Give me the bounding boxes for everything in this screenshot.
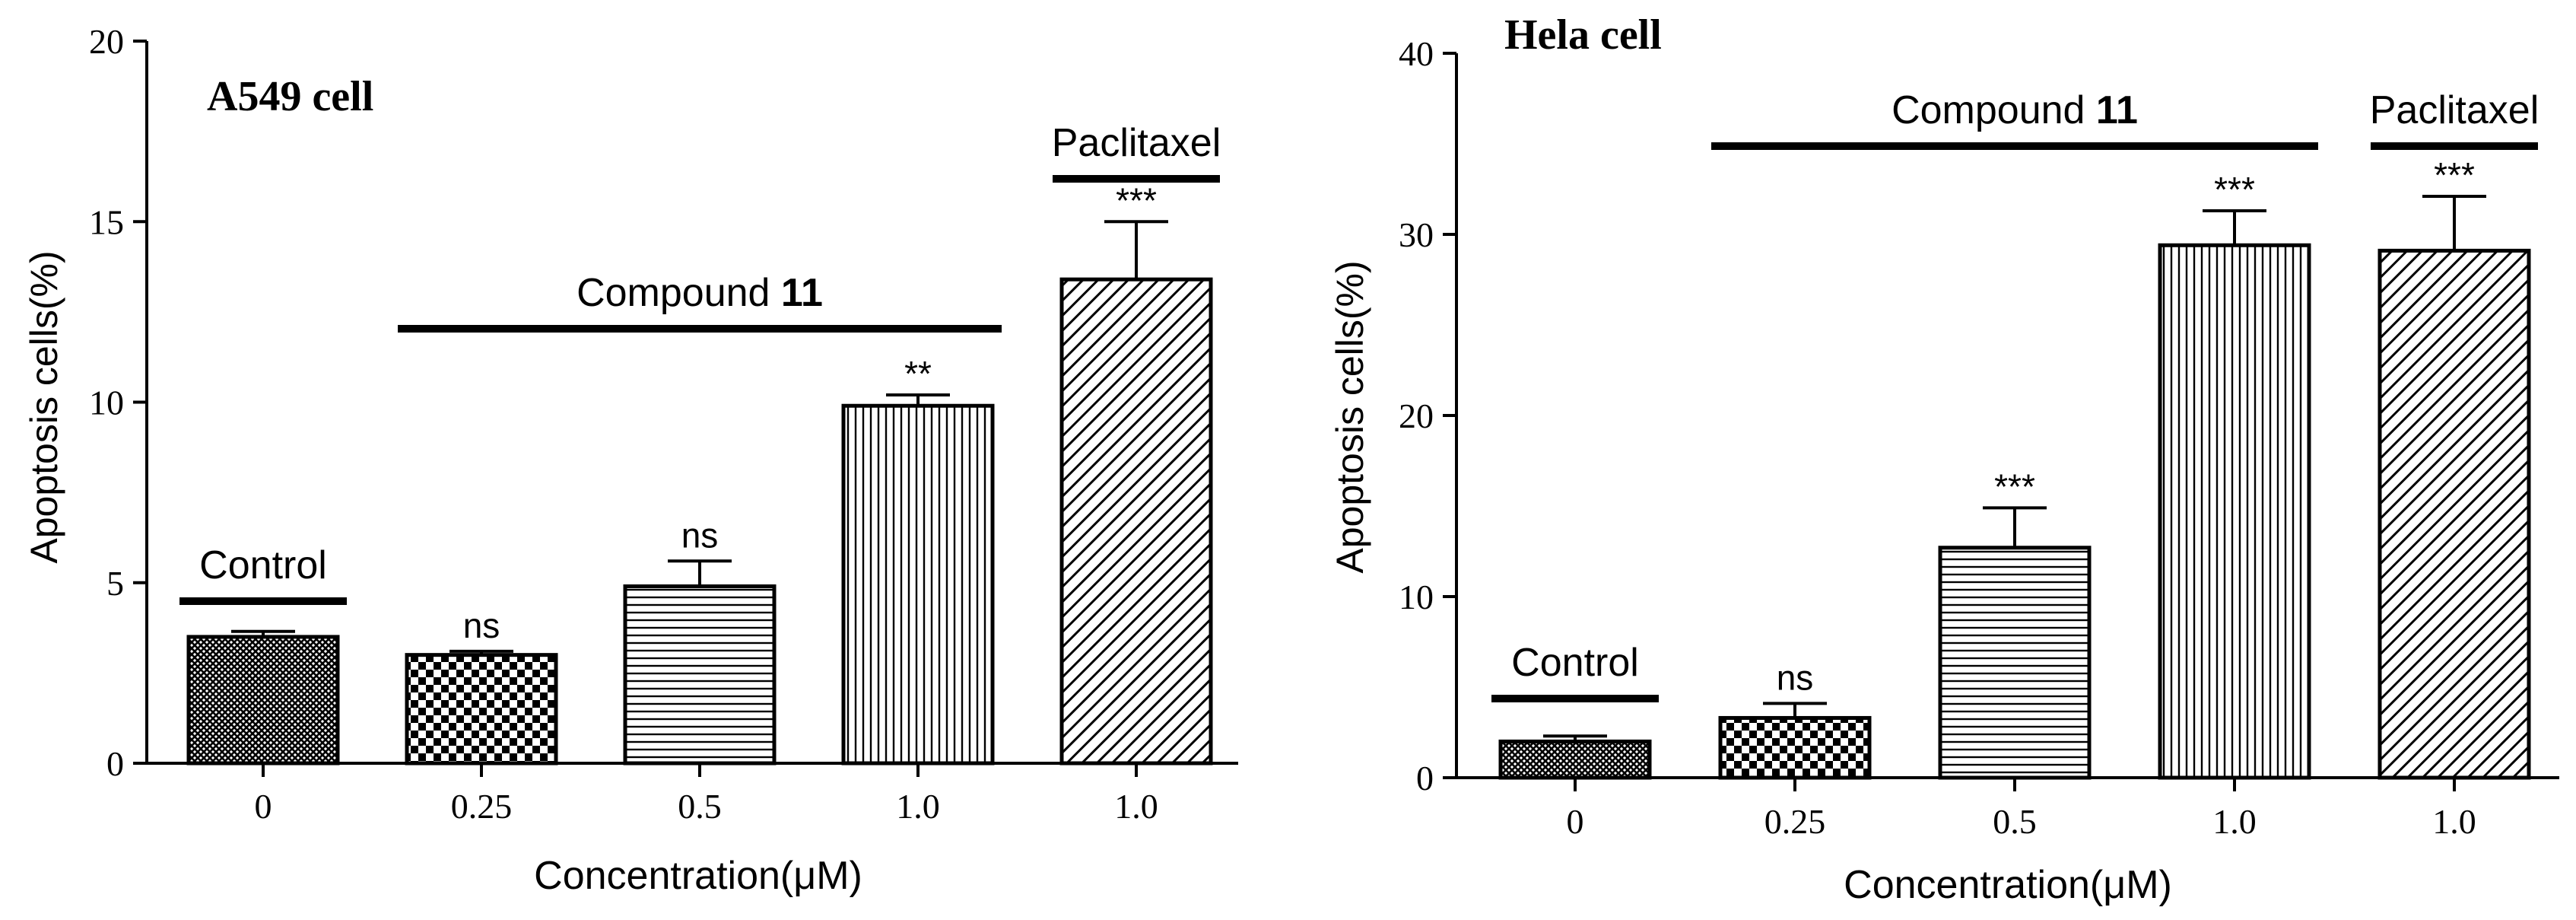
- significance-label: ns: [1777, 657, 1814, 697]
- y-axis-label: Apoptosis cells(%): [23, 250, 65, 563]
- group-label: Paclitaxel: [1052, 121, 1221, 165]
- group-label-text: Paclitaxel: [2370, 88, 2539, 132]
- y-tick-label: 15: [89, 202, 124, 241]
- a549-chart-panel: A549 cell Apoptosis cells(%) Concentrati…: [23, 22, 1238, 898]
- y-axis-label: Apoptosis cells(%): [1329, 260, 1371, 573]
- x-tick-label: 0.25: [451, 787, 513, 826]
- y-tick-label: 30: [1399, 215, 1434, 254]
- y-tick-label: 0: [1416, 759, 1434, 797]
- group-label-bold: 11: [781, 271, 823, 315]
- y-tick-label: 40: [1399, 34, 1434, 73]
- significance-label: ***: [2434, 155, 2475, 195]
- chart-title: A549 cell: [207, 73, 373, 120]
- group-label-text: Control: [199, 543, 327, 587]
- group-label: Control: [1511, 641, 1639, 685]
- y-tick-label: 0: [106, 744, 124, 783]
- group-label: Compound 11: [577, 271, 823, 315]
- bar-vertical: [841, 403, 995, 766]
- bar-checker: [1718, 715, 1872, 780]
- y-tick-label: 5: [106, 564, 124, 603]
- bar-vertical: [2158, 243, 2311, 780]
- x-tick-label: 1.0: [2432, 802, 2476, 841]
- significance-label: **: [904, 354, 932, 393]
- bar-diagonal: [2377, 248, 2531, 780]
- chart-title: Hela cell: [1504, 11, 1662, 59]
- x-axis-label: Concentration(μM): [1844, 863, 2172, 907]
- bar-crosshatch: [186, 635, 340, 766]
- hela-chart-panel: Hela cell Apoptosis cells(%) Concentrati…: [1329, 11, 2559, 907]
- group-label: Paclitaxel: [2370, 88, 2539, 132]
- x-tick-label: 1.0: [2212, 802, 2257, 841]
- x-tick-label: 0.5: [1993, 802, 2037, 841]
- significance-label: ns: [463, 606, 500, 645]
- bar-horizontal: [1938, 546, 2092, 780]
- bar-diagonal: [1059, 277, 1213, 766]
- group-label-text: Compound: [1892, 88, 2096, 132]
- group-label-text: Compound: [577, 271, 781, 315]
- group-label-text: Paclitaxel: [1052, 121, 1221, 165]
- y-tick-label: 20: [89, 22, 124, 61]
- significance-label: ***: [2214, 170, 2255, 209]
- group-label-bold: 11: [2096, 88, 2138, 132]
- x-tick-label: 1.0: [896, 787, 940, 826]
- group-label: Control: [199, 543, 327, 587]
- bar-checker: [405, 653, 558, 766]
- y-tick-label: 10: [1399, 578, 1434, 616]
- group-label: Compound 11: [1892, 88, 2138, 132]
- x-tick-label: 0.5: [678, 787, 722, 826]
- significance-label: ***: [1994, 466, 2035, 506]
- x-tick-label: 0: [1567, 802, 1584, 841]
- bar-crosshatch: [1498, 739, 1652, 780]
- x-axis-label: Concentration(μM): [534, 854, 862, 898]
- y-tick-label: 10: [89, 384, 124, 422]
- significance-label: ***: [1116, 180, 1157, 220]
- x-tick-label: 0.25: [1764, 802, 1826, 841]
- y-tick-label: 20: [1399, 396, 1434, 435]
- x-tick-label: 0: [255, 787, 272, 826]
- bar-horizontal: [623, 584, 777, 766]
- significance-label: ns: [681, 515, 719, 555]
- group-label-text: Control: [1511, 641, 1639, 685]
- x-tick-label: 1.0: [1114, 787, 1158, 826]
